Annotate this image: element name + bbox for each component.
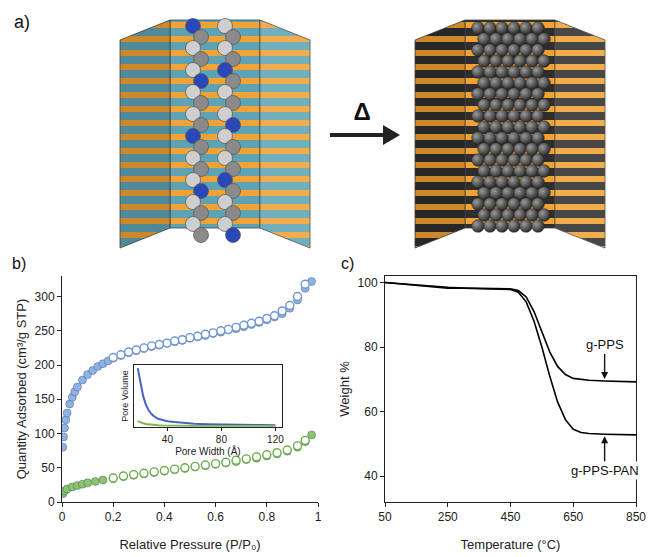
svg-text:a): a) — [14, 12, 30, 32]
svg-text:Pore Width (Å): Pore Width (Å) — [175, 445, 241, 457]
svg-text:g-PPS: g-PPS — [586, 337, 624, 352]
svg-text:b): b) — [12, 255, 26, 272]
svg-text:Quantity Adsorbed (cm³/g STP): Quantity Adsorbed (cm³/g STP) — [14, 299, 29, 480]
svg-text:0.6: 0.6 — [207, 510, 224, 524]
svg-text:40: 40 — [364, 469, 378, 483]
svg-text:Δ: Δ — [353, 98, 370, 125]
svg-text:100: 100 — [35, 427, 55, 441]
svg-text:200: 200 — [35, 358, 55, 372]
svg-text:850: 850 — [626, 510, 646, 524]
svg-text:Weight %: Weight % — [337, 361, 352, 417]
svg-text:450: 450 — [500, 510, 520, 524]
svg-text:g-PPS-PAN: g-PPS-PAN — [571, 463, 639, 478]
svg-text:650: 650 — [563, 510, 583, 524]
svg-text:40: 40 — [162, 434, 174, 445]
svg-text:0.4: 0.4 — [156, 510, 173, 524]
svg-text:50: 50 — [378, 510, 392, 524]
svg-text:150: 150 — [35, 392, 55, 406]
svg-text:Temperature (°C): Temperature (°C) — [461, 537, 561, 552]
svg-text:250: 250 — [438, 510, 458, 524]
svg-text:100: 100 — [358, 276, 378, 290]
svg-text:c): c) — [341, 255, 354, 272]
svg-text:120: 120 — [267, 434, 284, 445]
svg-text:300: 300 — [35, 290, 55, 304]
svg-text:0: 0 — [59, 510, 66, 524]
svg-text:80: 80 — [364, 340, 378, 354]
svg-text:1: 1 — [315, 510, 322, 524]
svg-text:60: 60 — [364, 405, 378, 419]
svg-text:0.2: 0.2 — [105, 510, 122, 524]
svg-text:50: 50 — [41, 461, 55, 475]
svg-text:250: 250 — [35, 324, 55, 338]
svg-text:0.8: 0.8 — [258, 510, 275, 524]
svg-text:0: 0 — [48, 495, 55, 509]
svg-text:80: 80 — [216, 434, 228, 445]
svg-text:Pore Volume: Pore Volume — [120, 370, 130, 422]
svg-text:Relative Pressure (P/P₀): Relative Pressure (P/P₀) — [119, 537, 260, 552]
